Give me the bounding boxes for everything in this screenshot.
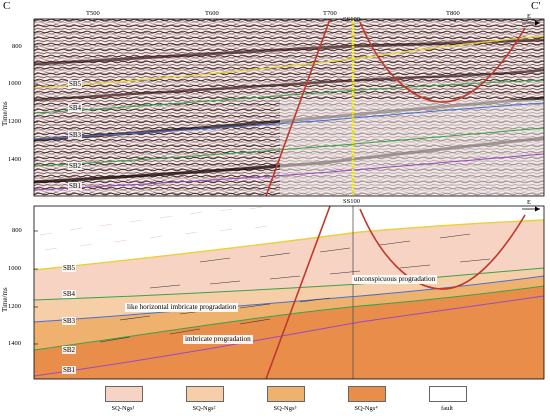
- sb2-horizon: [34, 127, 544, 167]
- annotation-imbricate: imbricate progradation: [183, 335, 253, 344]
- fault-line-bottom: [265, 206, 331, 379]
- legend-label-sq3: SQ-Ngs³: [273, 405, 297, 412]
- sb1-label-bottom: SB1: [62, 366, 77, 374]
- top-y-tick: 1200: [8, 118, 21, 125]
- fault-curve-bottom: [359, 208, 526, 290]
- bottom-y-tick: 1200: [8, 303, 21, 310]
- trace-label-t700: T700: [323, 10, 337, 17]
- trace-label-t500: T500: [86, 10, 100, 17]
- legend-label-fault: fault: [441, 405, 453, 412]
- arrow-label-top: E: [527, 13, 531, 20]
- sb5-label-top: SB5: [68, 80, 83, 88]
- sb5-label-bottom: SB5: [62, 264, 77, 272]
- bottom-y-tick: 800: [12, 227, 22, 234]
- top-y-tick: 1400: [8, 156, 21, 163]
- sb4-label-top: SB4: [68, 104, 83, 112]
- legend-label-sq4: SQ-Ngs⁴: [354, 405, 378, 412]
- top-y-axis-title: Time/ms: [1, 101, 9, 126]
- sb4-horizon: [34, 79, 544, 114]
- legend-label-sq1: SQ-Ngs¹: [111, 405, 135, 412]
- legend-swatch-sq2: [186, 386, 224, 402]
- interpretation-panel: [34, 206, 544, 379]
- sb1-horizon: [34, 153, 544, 191]
- bottom-y-tick: 1400: [8, 340, 21, 347]
- sb2-label-top: SB2: [68, 162, 83, 170]
- sb3-horizon: [34, 102, 544, 140]
- legend-swatch-sq3: [267, 386, 305, 402]
- well-label-top: SS100: [343, 16, 360, 23]
- arrow-label-bottom: E: [527, 199, 531, 206]
- sb3-label-top: SB3: [68, 131, 83, 139]
- bottom-y-tick: 1000: [8, 265, 21, 272]
- legend-swatch-sq4: [348, 386, 386, 402]
- sb4-label-bottom: SB4: [62, 290, 77, 298]
- section-end-label: C': [531, 0, 541, 12]
- top-y-tick: 1000: [8, 80, 21, 87]
- seismic-image: [34, 19, 544, 196]
- annotation-unconspicuous: unconspicuous progradation: [352, 275, 438, 284]
- trace-label-t600: T600: [205, 10, 219, 17]
- fault-line-top: [265, 19, 331, 196]
- annotation-like-horizontal: like horizontal imbricate progradation: [125, 303, 239, 312]
- fault-curve-top: [359, 21, 526, 103]
- sb5-horizon: [34, 35, 544, 89]
- top-y-tick: 800: [12, 43, 22, 50]
- sb1-label-top: SB1: [68, 182, 83, 190]
- trace-label-t800: T800: [446, 10, 460, 17]
- legend-swatch-sq1: [105, 386, 143, 402]
- well-label-bottom: SS100: [343, 198, 360, 205]
- sb3-label-bottom: SB3: [62, 317, 77, 325]
- legend-label-sq2: SQ-Ngs²: [192, 405, 216, 412]
- sb2-label-bottom: SB2: [62, 346, 77, 354]
- bottom-y-axis-title: Time/ms: [1, 287, 9, 312]
- section-start-label: C: [3, 0, 11, 12]
- legend-swatch-fault: [429, 386, 467, 402]
